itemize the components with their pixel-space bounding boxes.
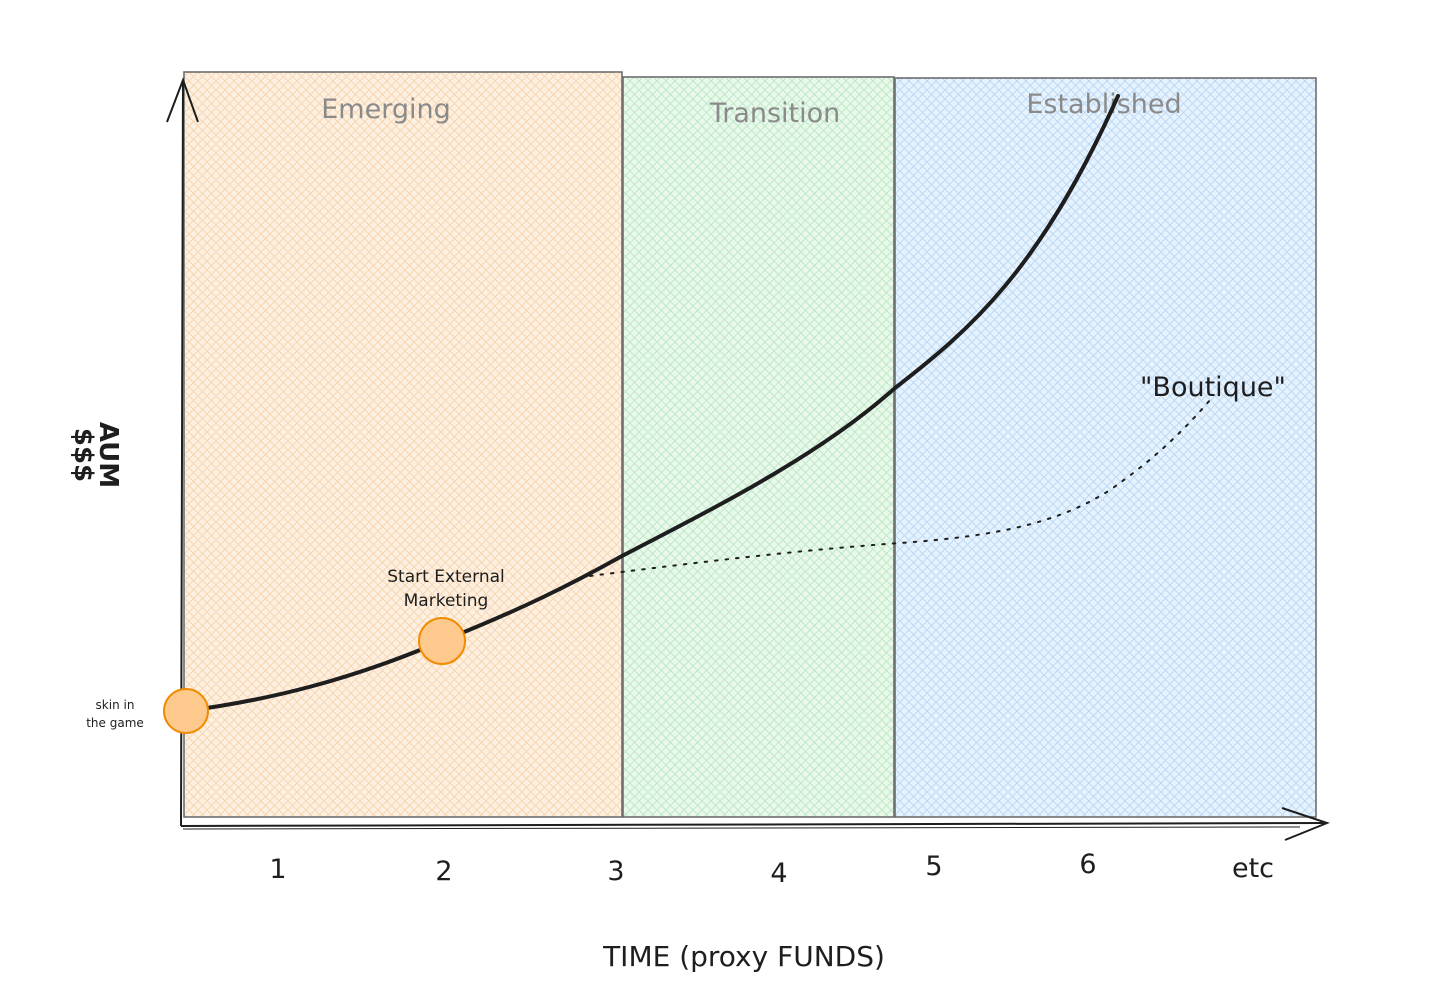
- growth-curve: [184, 94, 1120, 713]
- x-axis-title: TIME (proxy FUNDS): [602, 940, 885, 973]
- marketing-label-line2: Marketing: [404, 591, 489, 611]
- y-axis-title-line1: AUM: [93, 422, 123, 488]
- zone-emerging: Emerging: [183, 71, 623, 818]
- skin-in-game-label-line1: skin in: [96, 698, 135, 712]
- x-tick-label: etc: [1232, 853, 1274, 884]
- x-tick-label: 1: [269, 854, 286, 885]
- x-tick-label: 2: [435, 856, 452, 887]
- x-tick-label: 6: [1079, 849, 1096, 880]
- boutique-growth-curve: [589, 399, 1211, 577]
- zone-emerging-border: [183, 71, 623, 818]
- zone-transition-hatch: [623, 77, 894, 817]
- x-tick-label: 3: [607, 856, 624, 887]
- x-axis-arrowhead: [1281, 807, 1330, 841]
- x-tick-label: 4: [770, 858, 787, 889]
- zone-transition-title: Transition: [709, 98, 841, 129]
- zone-emerging-title: Emerging: [321, 94, 451, 125]
- external-marketing-marker: [418, 617, 466, 665]
- x-axis: [180, 807, 1330, 841]
- x-axis-ticks: 1 2 3 4 5 6 etc: [269, 849, 1274, 889]
- zone-established-title: Established: [1026, 89, 1181, 120]
- y-axis-arrowhead: [166, 77, 199, 123]
- zone-transition-border: [622, 76, 895, 818]
- zone-established-border: [894, 77, 1317, 818]
- skin-in-game-marker: [163, 688, 209, 734]
- zone-established-hatch: [895, 78, 1316, 817]
- x-tick-label: 5: [925, 851, 942, 882]
- skin-in-game-label-line2: the game: [86, 716, 144, 730]
- marketing-label-line1: Start External: [387, 567, 504, 587]
- y-axis-title-line2: $$$: [68, 428, 98, 482]
- zone-transition: Transition: [622, 76, 895, 818]
- x-axis-line: [180, 822, 1328, 827]
- boutique-label: "Boutique": [1140, 372, 1286, 403]
- x-axis-line-sketch: [182, 826, 1301, 830]
- zone-emerging-hatch: [184, 72, 622, 817]
- zone-established: Established: [894, 77, 1317, 818]
